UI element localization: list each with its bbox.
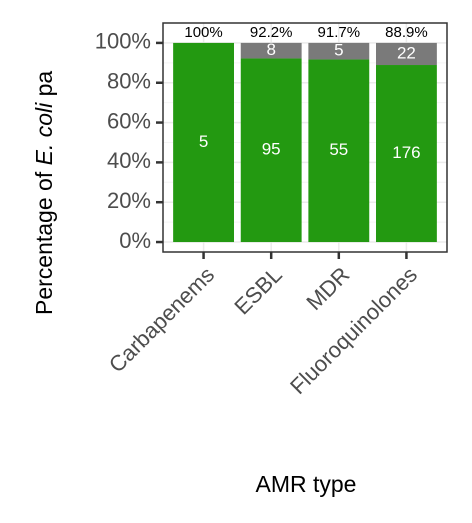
plot-border bbox=[162, 22, 448, 253]
y-tick-label: 40% bbox=[107, 148, 151, 173]
bar-segment bbox=[376, 42, 437, 66]
count-label: 5 bbox=[199, 132, 208, 151]
y-axis-title-part: E. coli bbox=[31, 102, 57, 166]
bar-segment bbox=[240, 42, 302, 59]
bar-segment bbox=[308, 59, 370, 243]
bar-segment bbox=[376, 65, 437, 243]
bar-segment bbox=[240, 58, 302, 243]
y-axis-title-part: pa bbox=[31, 71, 57, 103]
value-label: 91.7% bbox=[318, 24, 361, 41]
y-axis-title-part: Percentage of bbox=[31, 165, 57, 315]
count-label: 95 bbox=[262, 140, 281, 159]
count-label: 176 bbox=[392, 143, 420, 162]
value-label: 100% bbox=[184, 24, 222, 41]
count-label: 8 bbox=[266, 40, 275, 59]
bar-segment bbox=[173, 42, 234, 243]
y-axis-title: Percentage of E. coli pa bbox=[31, 71, 57, 315]
count-label: 5 bbox=[334, 41, 343, 60]
y-tick-label: 0% bbox=[119, 228, 151, 253]
y-tick-label: 20% bbox=[107, 188, 151, 213]
count-label: 55 bbox=[329, 140, 348, 159]
x-tick-label: Carbapenems bbox=[104, 262, 219, 377]
y-tick-label: 80% bbox=[107, 69, 151, 94]
y-tick-label: 60% bbox=[107, 108, 151, 133]
x-axis-title: AMR type bbox=[256, 471, 357, 497]
x-tick-label: MDR bbox=[301, 262, 354, 315]
x-tick-label: Fluoroquinolones bbox=[285, 262, 422, 399]
y-tick-label: 100% bbox=[95, 29, 151, 54]
bar-segment bbox=[308, 42, 370, 60]
count-label: 22 bbox=[397, 43, 416, 62]
value-label: 88.9% bbox=[385, 24, 428, 41]
value-label: 92.2% bbox=[250, 24, 293, 41]
x-tick-label: ESBL bbox=[229, 262, 286, 319]
